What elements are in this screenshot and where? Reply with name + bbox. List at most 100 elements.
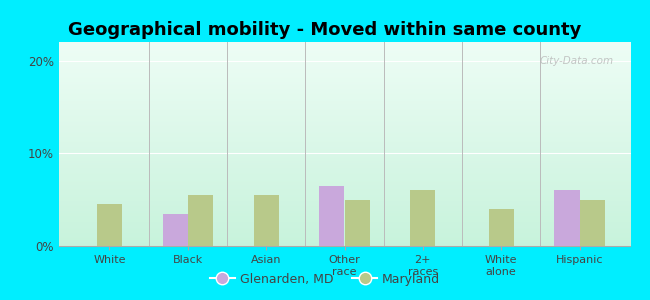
Bar xyxy=(58,146,630,147)
Legend: Glenarden, MD, Maryland: Glenarden, MD, Maryland xyxy=(205,268,445,291)
Bar xyxy=(58,80,630,81)
Bar xyxy=(58,137,630,138)
Bar xyxy=(58,109,630,110)
Bar xyxy=(58,141,630,142)
Bar xyxy=(58,92,630,93)
Bar xyxy=(58,65,630,67)
Bar xyxy=(58,118,630,119)
Bar xyxy=(58,63,630,64)
Bar xyxy=(58,93,630,94)
Bar xyxy=(58,84,630,85)
Bar xyxy=(489,209,514,246)
Bar xyxy=(58,73,630,74)
Bar xyxy=(58,52,630,53)
Bar xyxy=(58,123,630,124)
Bar xyxy=(58,124,630,126)
Bar xyxy=(58,143,630,144)
Bar xyxy=(58,158,630,159)
Bar xyxy=(58,42,630,43)
Bar xyxy=(58,44,630,45)
Bar xyxy=(58,189,630,190)
Bar xyxy=(58,51,630,52)
Bar xyxy=(58,45,630,46)
Bar xyxy=(58,195,630,196)
Bar xyxy=(58,181,630,182)
Bar xyxy=(58,207,630,208)
Bar xyxy=(58,237,630,238)
Bar xyxy=(58,96,630,97)
Bar xyxy=(58,64,630,65)
Bar xyxy=(58,114,630,116)
Bar xyxy=(58,151,630,152)
Bar xyxy=(58,205,630,206)
Bar xyxy=(58,130,630,131)
Bar xyxy=(58,216,630,217)
Bar xyxy=(58,185,630,186)
Bar xyxy=(58,230,630,231)
Bar xyxy=(58,155,630,156)
Bar xyxy=(58,104,630,105)
Bar xyxy=(58,240,630,241)
Bar xyxy=(58,194,630,195)
Bar xyxy=(58,187,630,188)
Bar xyxy=(58,149,630,150)
Bar xyxy=(58,145,630,146)
Bar xyxy=(58,200,630,201)
Bar xyxy=(58,75,630,76)
Bar xyxy=(58,147,630,148)
Bar xyxy=(58,85,630,86)
Bar xyxy=(58,177,630,178)
Bar xyxy=(58,87,630,88)
Bar xyxy=(58,228,630,229)
Bar xyxy=(58,128,630,129)
Bar xyxy=(58,46,630,47)
Bar xyxy=(58,203,630,204)
Bar xyxy=(58,176,630,177)
Bar xyxy=(58,164,630,165)
Bar xyxy=(58,121,630,122)
Bar xyxy=(58,170,630,172)
Bar xyxy=(58,245,630,246)
Bar xyxy=(58,50,630,51)
Bar xyxy=(58,183,630,184)
Bar xyxy=(58,162,630,164)
Bar xyxy=(58,89,630,90)
Bar xyxy=(58,122,630,123)
Bar xyxy=(410,190,436,246)
Bar xyxy=(58,68,630,70)
Bar xyxy=(58,167,630,169)
Bar xyxy=(58,179,630,180)
Bar xyxy=(58,59,630,60)
Bar xyxy=(58,174,630,175)
Bar xyxy=(58,110,630,111)
Bar xyxy=(58,224,630,225)
Bar xyxy=(58,83,630,84)
Bar xyxy=(58,107,630,108)
Bar xyxy=(254,195,279,246)
Bar xyxy=(58,169,630,170)
Bar xyxy=(58,211,630,212)
Bar xyxy=(58,99,630,100)
Bar xyxy=(58,139,630,140)
Bar xyxy=(58,154,630,155)
Bar xyxy=(58,116,630,118)
Bar xyxy=(58,91,630,92)
Bar xyxy=(58,88,630,89)
Bar xyxy=(58,225,630,226)
Bar xyxy=(58,220,630,221)
Bar xyxy=(58,133,630,134)
Bar xyxy=(58,156,630,157)
Bar xyxy=(58,196,630,197)
Bar xyxy=(58,48,630,49)
Bar xyxy=(58,103,630,104)
Bar xyxy=(58,95,630,96)
Bar xyxy=(58,239,630,240)
Bar xyxy=(58,236,630,237)
Bar xyxy=(58,186,630,187)
Bar xyxy=(188,195,213,246)
Bar xyxy=(58,127,630,128)
Bar xyxy=(58,105,630,106)
Bar xyxy=(58,229,630,230)
Bar xyxy=(58,61,630,62)
Bar xyxy=(58,150,630,151)
